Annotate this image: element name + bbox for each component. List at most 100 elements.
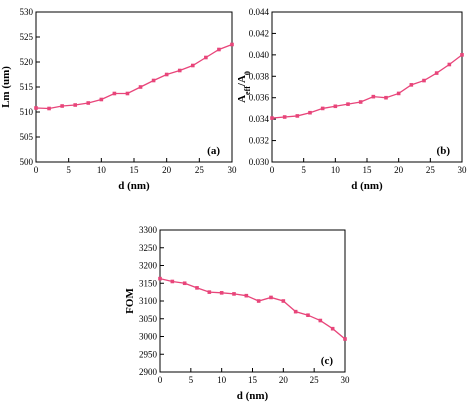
marker [232,292,236,296]
x-tick-label: 30 [341,375,351,385]
marker [282,115,287,119]
marker [295,114,300,118]
x-tick-label: 5 [66,165,71,175]
y-axis-label: Lm (um) [0,66,12,108]
line [159,278,346,340]
marker [244,293,249,298]
y-tick-label: 3150 [139,278,158,288]
y-tick-label: 505 [20,132,34,142]
y-tick-label: 3200 [139,261,158,271]
y-axis-label-part: /A [236,75,248,87]
annotation: (c) [321,355,334,367]
x-tick-label: 25 [426,165,436,175]
marker [207,290,212,294]
marker [99,97,104,102]
y-tick-label: 0.042 [249,28,269,38]
y-tick-label: 3050 [139,314,158,324]
line [271,54,463,119]
marker [125,91,130,96]
y-tick-label: 3300 [139,225,158,235]
marker [358,100,363,104]
y-tick-label: 520 [20,57,34,67]
marker [219,291,224,295]
x-tick-label: 15 [248,375,258,385]
marker [281,299,286,303]
marker [158,276,162,281]
y-tick-label: 3000 [139,332,158,342]
y-tick-label: 525 [20,32,34,42]
marker [151,78,156,83]
marker [460,53,464,57]
x-tick-label: 0 [34,165,39,175]
marker [204,55,208,60]
plot-frame [35,11,233,163]
y-axis-label: Aeff/A0 [236,71,252,103]
marker [422,78,426,83]
plot-frame [271,11,463,163]
y-axis-label-part: A [236,95,248,103]
marker [73,103,77,107]
x-tick-label: 10 [217,375,227,385]
y-tick-label: 510 [20,107,34,117]
y-tick-label: 500 [20,157,34,167]
y-tick-label: 0.040 [249,50,270,60]
x-tick-label: 25 [310,375,320,385]
x-tick-label: 25 [195,165,205,175]
marker [170,279,175,284]
line [35,43,233,110]
x-axis-label: d (nm) [351,180,383,192]
marker [191,63,195,68]
plot-frame [159,229,346,373]
chart: 0 5 10 15 20 25 30 2900 2950 3000 3050 3100 3150 3200… [124,225,350,402]
x-tick-label: 5 [301,165,306,175]
y-tick-label: 3250 [139,243,158,253]
marker [86,101,91,105]
annotation: (b) [437,145,451,157]
marker [346,102,350,106]
marker [330,326,335,331]
marker [333,104,338,109]
marker [195,286,199,290]
x-tick-label: 30 [458,165,468,175]
marker [318,318,323,323]
y-tick-label: 2900 [139,367,158,377]
marker [47,106,51,111]
x-tick-label: 20 [162,165,172,175]
y-tick-label: 0.038 [249,71,270,81]
chart: 0 5 10 15 20 25 30 0.030 0.032 0.034 0.036 0.038 0.0… [236,7,467,192]
y-tick-label: 0.034 [249,114,270,124]
y-axis-label: FOM [124,288,136,314]
y-tick-label: 0.030 [249,157,270,167]
x-axis-label: d (nm) [118,180,150,192]
x-tick-label: 10 [97,165,107,175]
marker [306,313,310,317]
x-tick-label: 20 [394,165,404,175]
x-tick-label: 0 [158,375,163,385]
x-tick-label: 5 [189,375,194,385]
x-tick-label: 15 [130,165,140,175]
marker [447,62,452,67]
marker [270,116,274,120]
x-tick-label: 30 [228,165,238,175]
x-tick-label: 10 [331,165,341,175]
y-axis-label-part: eff [243,86,252,95]
y-tick-label: 2950 [139,349,158,359]
marker [293,309,298,314]
marker [256,299,261,303]
x-tick-label: 15 [363,165,373,175]
marker [34,106,38,110]
marker [343,337,347,341]
marker [371,94,376,99]
marker [308,110,312,115]
annotation: (a) [207,145,220,157]
marker [177,68,182,73]
y-tick-label: 0.044 [249,7,270,17]
y-axis-label-part: 0 [243,71,252,75]
marker [396,91,401,96]
marker [217,47,221,52]
y-tick-label: 530 [20,7,34,17]
marker [164,72,169,77]
x-tick-label: 20 [279,375,289,385]
